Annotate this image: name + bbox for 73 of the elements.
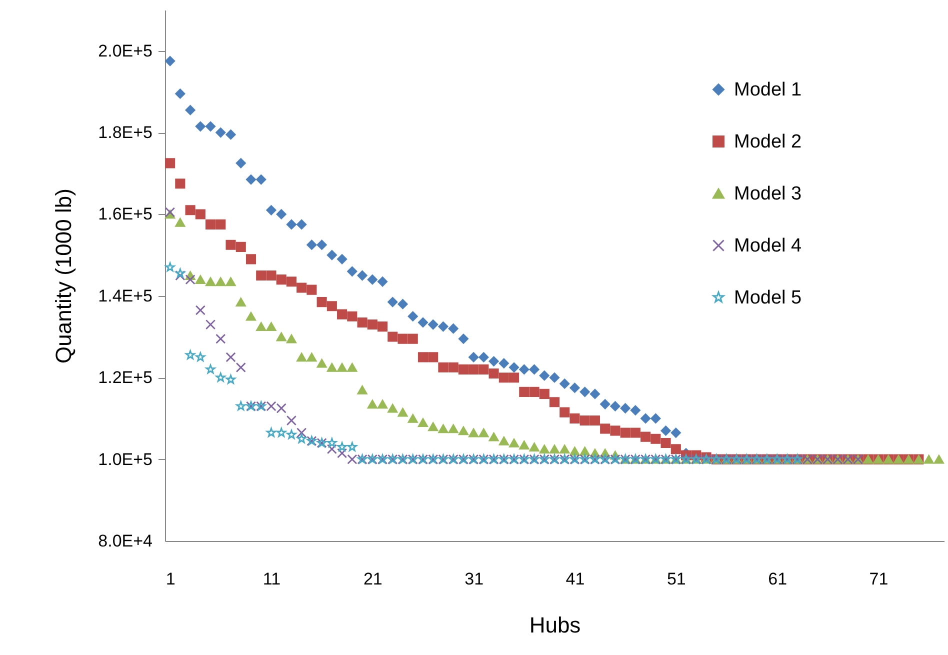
point	[468, 352, 479, 362]
point	[488, 356, 499, 366]
point	[296, 219, 307, 230]
legend-label: Model 1	[734, 80, 802, 100]
point	[549, 372, 560, 383]
point	[276, 209, 286, 220]
point	[600, 399, 610, 410]
legend-label: Model 4	[734, 236, 802, 256]
point	[418, 317, 428, 328]
legend-label: Model 5	[734, 288, 802, 308]
point	[185, 105, 196, 116]
point	[195, 121, 206, 132]
point	[337, 254, 348, 264]
point	[266, 205, 276, 216]
x-tick-label: 41	[566, 570, 585, 588]
point	[246, 174, 256, 185]
y-tick-label: 8.0E+4	[98, 532, 152, 550]
point	[610, 401, 620, 412]
x-tick-label: 61	[768, 570, 788, 588]
point	[428, 319, 438, 330]
y-axis-title: Quantity (1000 lb)	[51, 188, 76, 364]
point	[205, 121, 216, 132]
point	[256, 174, 266, 185]
y-tick-label: 2.0E+5	[98, 41, 152, 60]
point	[539, 370, 550, 381]
x-tick-label: 1	[166, 570, 176, 588]
point	[306, 240, 317, 250]
point	[175, 88, 186, 99]
point	[388, 297, 398, 308]
point	[367, 274, 378, 285]
point	[560, 378, 570, 389]
y-tick-label: 1.4E+5	[98, 286, 152, 306]
point	[650, 413, 661, 424]
point	[408, 311, 418, 322]
y-tick-label: 1.6E+5	[98, 204, 152, 224]
point	[580, 386, 590, 397]
point	[165, 56, 176, 66]
point	[326, 250, 337, 260]
point	[347, 266, 358, 276]
x-tick-label: 31	[464, 570, 484, 588]
point	[620, 403, 630, 414]
point	[438, 322, 448, 332]
point	[448, 324, 458, 334]
point	[226, 130, 236, 140]
point	[286, 219, 296, 230]
legend-label: Model 3	[734, 184, 802, 204]
y-tick-label: 1.0E+5	[98, 450, 152, 469]
point	[377, 276, 388, 287]
point	[570, 382, 580, 393]
point	[458, 334, 468, 344]
point	[590, 388, 600, 399]
point	[478, 352, 489, 362]
point	[498, 358, 509, 368]
point	[398, 299, 408, 310]
x-tick-label: 21	[363, 570, 382, 588]
point	[640, 413, 651, 424]
point	[357, 270, 368, 281]
point	[529, 364, 540, 374]
x-tick-label: 11	[262, 570, 281, 588]
point	[509, 362, 520, 372]
point	[236, 158, 246, 168]
legend-label: Model 2	[734, 132, 802, 152]
y-tick-label: 1.8E+5	[98, 123, 152, 142]
point	[519, 364, 530, 374]
x-tick-label: 51	[666, 570, 686, 588]
point	[630, 405, 640, 416]
y-tick-label: 1.2E+5	[98, 368, 152, 388]
x-axis-title: Hubs	[529, 612, 581, 638]
x-tick-label: 71	[869, 570, 888, 588]
point	[216, 128, 226, 138]
point	[670, 428, 681, 438]
point	[660, 426, 671, 436]
point	[316, 240, 327, 250]
